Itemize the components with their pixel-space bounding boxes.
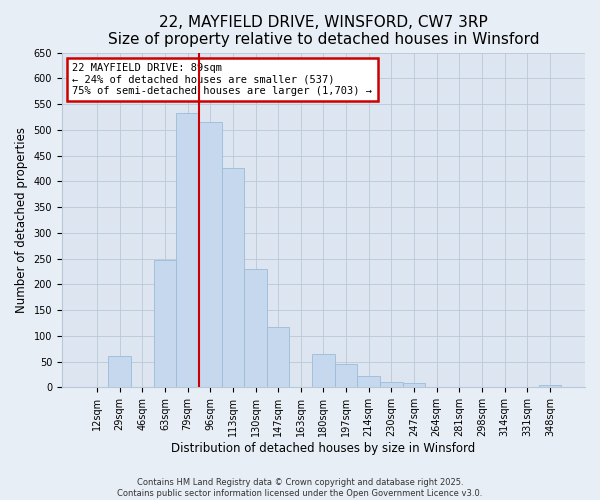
Bar xyxy=(154,260,176,388)
Y-axis label: Number of detached properties: Number of detached properties xyxy=(15,127,28,313)
Title: 22, MAYFIELD DRIVE, WINSFORD, CW7 3RP
Size of property relative to detached hous: 22, MAYFIELD DRIVE, WINSFORD, CW7 3RP Si… xyxy=(108,15,539,48)
Text: Contains HM Land Registry data © Crown copyright and database right 2025.
Contai: Contains HM Land Registry data © Crown c… xyxy=(118,478,482,498)
Bar xyxy=(221,168,244,388)
Text: 22 MAYFIELD DRIVE: 89sqm
← 24% of detached houses are smaller (537)
75% of semi-: 22 MAYFIELD DRIVE: 89sqm ← 24% of detach… xyxy=(73,63,373,96)
Bar xyxy=(312,354,335,388)
Bar xyxy=(403,383,425,388)
Bar xyxy=(380,382,403,388)
Bar xyxy=(335,364,358,388)
Bar xyxy=(358,376,380,388)
Bar xyxy=(176,113,199,388)
X-axis label: Distribution of detached houses by size in Winsford: Distribution of detached houses by size … xyxy=(172,442,476,455)
Bar xyxy=(267,326,289,388)
Bar xyxy=(539,385,561,388)
Bar xyxy=(244,270,267,388)
Bar xyxy=(199,122,221,388)
Bar xyxy=(109,356,131,388)
